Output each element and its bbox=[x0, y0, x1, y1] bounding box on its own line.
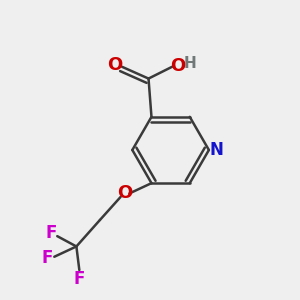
Text: F: F bbox=[45, 224, 56, 242]
Text: O: O bbox=[170, 57, 185, 75]
Text: F: F bbox=[74, 270, 85, 288]
Text: H: H bbox=[184, 56, 197, 71]
Text: O: O bbox=[107, 56, 122, 74]
Text: F: F bbox=[41, 249, 52, 267]
Text: N: N bbox=[209, 141, 223, 159]
Text: O: O bbox=[117, 184, 133, 202]
